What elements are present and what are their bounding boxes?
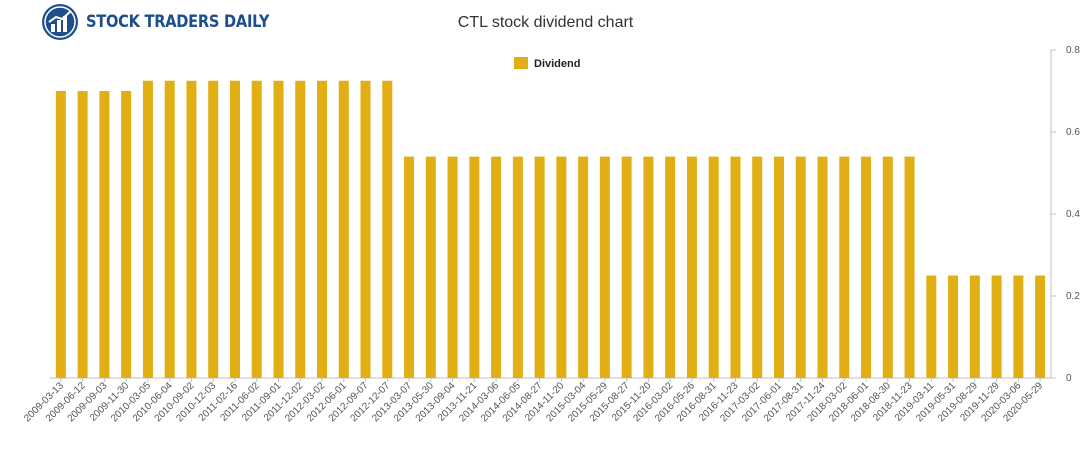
bar xyxy=(882,156,893,378)
bar xyxy=(425,156,436,378)
bar xyxy=(273,80,284,378)
bar xyxy=(708,156,719,378)
legend-swatch xyxy=(514,57,528,69)
bull-chart-icon xyxy=(42,4,78,40)
y-tick-label: 0 xyxy=(1066,373,1072,384)
bar xyxy=(904,156,915,378)
bar xyxy=(295,80,306,378)
bar xyxy=(251,80,262,378)
bar xyxy=(208,80,219,378)
bar xyxy=(338,80,349,378)
bar xyxy=(360,80,371,378)
bar xyxy=(817,156,828,378)
brand-logo[interactable]: STOCK TRADERS DAILY xyxy=(40,2,299,42)
bar xyxy=(773,156,784,378)
bar xyxy=(1013,275,1024,378)
bar xyxy=(599,156,610,378)
bar xyxy=(969,275,980,378)
bar xyxy=(186,80,197,378)
bar xyxy=(556,156,567,378)
bar xyxy=(229,80,240,378)
brand-name: STOCK TRADERS DAILY xyxy=(86,12,270,32)
bar xyxy=(686,156,697,378)
bar xyxy=(991,275,1002,378)
bar xyxy=(491,156,502,378)
bar xyxy=(665,156,676,378)
bar xyxy=(404,156,415,378)
bar xyxy=(795,156,806,378)
y-tick-label: 0.8 xyxy=(1066,45,1080,56)
bar xyxy=(839,156,850,378)
bar xyxy=(578,156,589,378)
bar xyxy=(77,91,88,378)
bar xyxy=(861,156,872,378)
bar xyxy=(55,91,66,378)
bar xyxy=(534,156,545,378)
bar xyxy=(142,80,153,378)
y-tick-label: 0.6 xyxy=(1066,127,1080,138)
bar xyxy=(752,156,763,378)
y-tick-label: 0.4 xyxy=(1066,209,1080,220)
bar xyxy=(121,91,132,378)
legend-label: Dividend xyxy=(534,58,580,70)
bar xyxy=(621,156,632,378)
chart-title: CTL stock dividend chart xyxy=(457,14,634,31)
bar xyxy=(948,275,959,378)
bar xyxy=(926,275,937,378)
bar xyxy=(512,156,523,378)
bar xyxy=(447,156,458,378)
bar xyxy=(730,156,741,378)
bar xyxy=(643,156,654,378)
bar xyxy=(164,80,175,378)
bar xyxy=(99,91,110,378)
y-tick-label: 0.2 xyxy=(1066,291,1080,302)
bar xyxy=(1035,275,1046,378)
bar xyxy=(382,80,393,378)
bar xyxy=(317,80,328,378)
bar xyxy=(469,156,480,378)
